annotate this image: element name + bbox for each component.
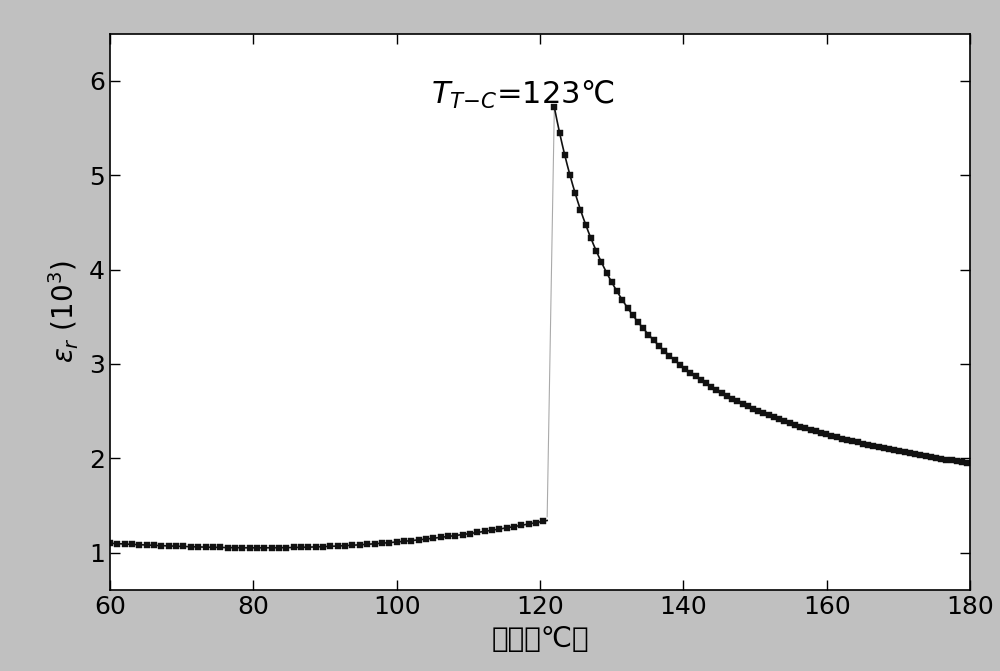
X-axis label: 温度（℃）: 温度（℃）: [491, 625, 589, 653]
Text: $\mathit{T}_{T\mathit{-}C}$=123℃: $\mathit{T}_{T\mathit{-}C}$=123℃: [431, 79, 614, 111]
Y-axis label: $\varepsilon_r\ (10^3)$: $\varepsilon_r\ (10^3)$: [46, 260, 81, 364]
